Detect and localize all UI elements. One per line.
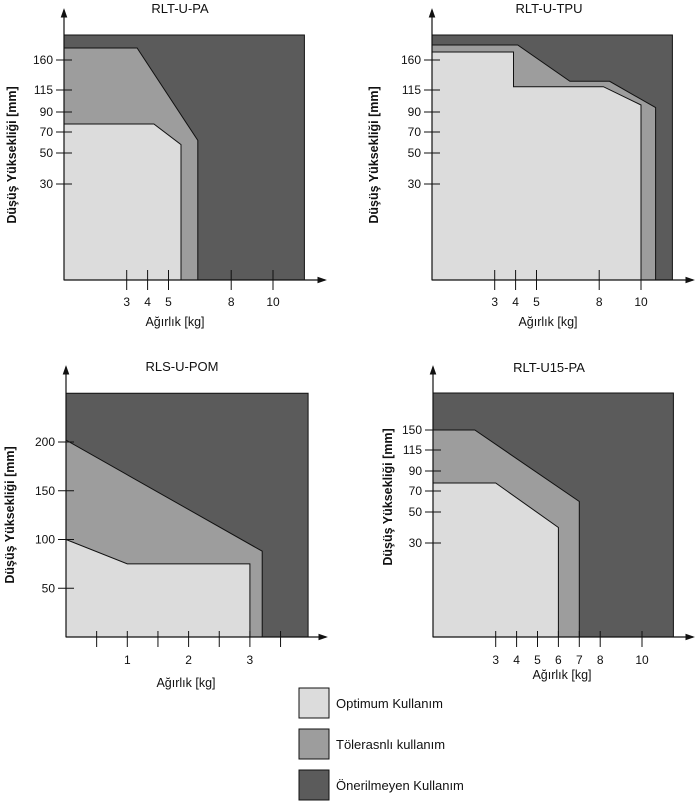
y-tick-label: 90 (408, 105, 422, 119)
chart-2: RLT-U-TPU 30 50 70 90 115 160 3 4 5 8 10 Ağırlık [kg… (367, 1, 695, 329)
y-tick-label: 150 (35, 484, 55, 498)
chart-3: RLS-U-POM 50 100 150 200 1 2 3 Ağırlık [kg] Düşüş… (3, 359, 328, 690)
x-tick-label: 10 (266, 295, 280, 309)
y-tick-label: 100 (35, 533, 55, 547)
y-tick-label: 70 (408, 125, 422, 139)
y-tick-label: 115 (402, 83, 421, 97)
zone-optimum (63, 123, 182, 281)
y-tick-label: 90 (409, 464, 423, 478)
x-tick-label: 3 (123, 295, 130, 309)
chart-4: RLT-U15-PA 30 50 70 90 115 150 3 4 5 6 7 8 10 Ağırlık … (381, 360, 695, 682)
y-tick-label: 150 (402, 423, 422, 437)
x-tick-label: 5 (165, 295, 172, 309)
chart-title: RLT-U-TPU (516, 1, 583, 16)
y-tick-label: 50 (42, 581, 56, 595)
y-tick-label: 160 (33, 53, 53, 67)
y-tick-label: 90 (40, 105, 54, 119)
y-axis-label: Düşüş Yüksekliği [mm] (5, 86, 19, 223)
x-axis-label: Ağırlık [kg] (518, 315, 577, 329)
y-tick-label: 115 (34, 83, 53, 97)
y-axis-label: Düşüş Yüksekliği [mm] (3, 446, 17, 583)
x-axis-label: Ağırlık [kg] (145, 315, 204, 329)
y-tick-label: 70 (409, 484, 423, 498)
x-tick-label: 1 (124, 653, 131, 667)
x-tick-label: 7 (576, 653, 583, 667)
legend-label: Önerilmeyen Kullanım (336, 778, 464, 793)
x-tick-label: 3 (492, 653, 499, 667)
x-tick-label: 10 (635, 653, 649, 667)
y-tick-label: 160 (401, 53, 421, 67)
chart-title: RLS-U-POM (146, 359, 219, 374)
legend: Optimum Kullanım Tölerasnlı kullanım Öneri… (298, 687, 464, 801)
x-tick-label: 3 (491, 295, 498, 309)
legend-label: Optimum Kullanım (336, 696, 443, 711)
y-axis-label: Düşüş Yüksekliği [mm] (381, 428, 395, 565)
x-tick-label: 8 (597, 653, 604, 667)
chart-title: RLT-U-PA (151, 1, 209, 16)
legend-swatch-tolerance (298, 728, 330, 760)
x-axis-label: Ağırlık [kg] (532, 668, 591, 682)
y-tick-label: 30 (409, 536, 423, 550)
x-axis-label: Ağırlık [kg] (156, 676, 215, 690)
x-tick-label: 4 (144, 295, 151, 309)
y-tick-label: 50 (40, 146, 54, 160)
x-tick-label: 6 (555, 653, 562, 667)
x-tick-label: 3 (247, 653, 254, 667)
y-tick-label: 30 (408, 177, 422, 191)
x-tick-label: 4 (512, 295, 519, 309)
x-tick-label: 4 (513, 653, 520, 667)
x-tick-label: 10 (634, 295, 648, 309)
y-tick-label: 50 (408, 146, 422, 160)
y-tick-label: 115 (403, 443, 422, 457)
y-axis-label: Düşüş Yüksekliği [mm] (367, 86, 381, 223)
x-tick-label: 5 (534, 653, 541, 667)
y-tick-label: 70 (40, 125, 54, 139)
x-tick-label: 8 (596, 295, 603, 309)
zone-optimum (431, 51, 642, 281)
legend-swatch-not-recommended (298, 769, 330, 801)
legend-swatch-optimum (298, 687, 330, 719)
x-tick-label: 5 (533, 295, 540, 309)
legend-label: Tölerasnlı kullanım (336, 737, 445, 752)
y-tick-label: 200 (35, 435, 55, 449)
x-tick-label: 2 (185, 653, 192, 667)
y-tick-label: 50 (409, 505, 423, 519)
y-tick-label: 30 (40, 177, 54, 191)
x-tick-label: 8 (228, 295, 235, 309)
chart-title: RLT-U15-PA (513, 360, 585, 375)
chart-1: RLT-U-PA 30 50 70 90 115 160 3 4 5 8 10 Ağırlık [kg]… (5, 1, 327, 329)
